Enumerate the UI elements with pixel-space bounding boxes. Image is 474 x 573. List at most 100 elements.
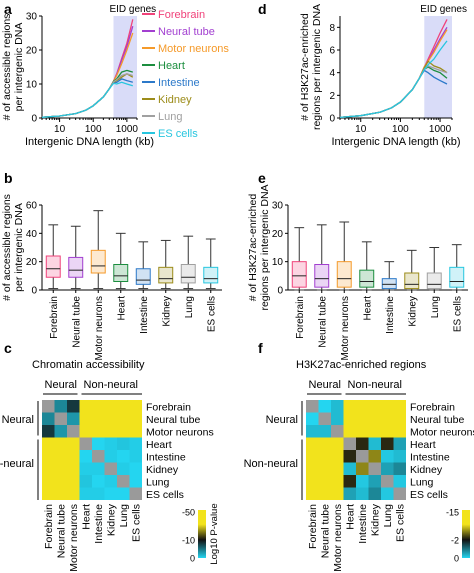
colorbar-tick-label: -10 [182,535,195,545]
x-category-label-intestine: Intestine [139,296,150,334]
x-category-label-heart: Heart [362,296,373,321]
y-axis-label-line: # of H3K27ac-enriched [299,13,311,121]
heatmap-cell [343,450,356,463]
heatmap-cell [79,475,92,488]
x-category-label-forebrain: Forebrain [295,296,306,339]
x-category-label-es-cells: ES cells [206,296,217,332]
row-label-heart: Heart [146,439,172,451]
heatmap-cell [104,425,117,438]
y-tick-label: 6 [329,46,335,57]
heatmap-cell [331,437,344,450]
heatmap-cell [318,425,331,438]
heatmap-cell [79,400,92,413]
group-top-non-neural: Non-neural [348,379,402,391]
colorbar-tick-label: -50 [182,508,195,518]
y-tick-label: 0 [31,286,37,297]
heatmap-cell [104,450,117,463]
heatmap-cell [129,487,142,500]
x-tick-label: 100 [85,124,102,135]
heatmap-cell [92,437,105,450]
heatmap-cell [343,412,356,425]
colorbar-tick-label: -15 [446,508,459,518]
heatmap-cell [104,437,117,450]
box-body-intestine [135,268,151,285]
x-category-label-lung: Lung [184,296,195,318]
panel-label-b: b [4,170,13,186]
x-category-label-intestine: Intestine [385,296,396,334]
heatmap-cell [42,412,55,425]
panel-label-e: e [258,170,266,186]
x-tick-label: 100 [392,124,409,135]
heatmap-cell [92,412,105,425]
box-body-forebrain [291,261,307,288]
row-label-es-cells: ES cells [146,489,184,501]
heatmap-cell [368,487,381,500]
col-label-lung: Lung [118,504,130,528]
col-label-kidney: Kidney [369,503,381,536]
group-top-neural: Neural [309,379,341,391]
heatmap-cell [92,475,105,488]
heatmap-cell [343,475,356,488]
heatmap-cell [306,400,319,413]
heatmap-cell [381,425,394,438]
heatmap-cell [104,412,117,425]
col-label-kidney: Kidney [105,503,117,536]
heatmap-cell [42,425,55,438]
heatmap-cell [54,487,67,500]
y-tick-label: 8 [329,23,335,34]
heatmap-cell [92,487,105,500]
heatmap-cell [318,450,331,463]
legend-label-es-cells: ES cells [158,128,198,140]
heatmap-cell [356,487,369,500]
heatmap-cell [79,487,92,500]
box-body-es-cells [203,266,219,284]
x-tick-label: 1000 [116,124,139,135]
heatmap-cell [117,487,130,500]
box-body-lung [180,264,196,284]
heatmap-cell [79,425,92,438]
box-body-intestine [381,278,397,290]
heatmap-title: Chromatin accessibility [32,359,145,371]
x-category-label-lung: Lung [430,296,441,318]
x-category-label-kidney: Kidney [407,296,418,327]
heatmap-cell [54,412,67,425]
colorbar-tick-label: 0 [454,554,459,564]
legend-label-kidney: Kidney [158,94,192,106]
heatmap-cell [67,475,80,488]
heatmap-cell [129,462,142,475]
heatmap-cell [331,425,344,438]
eid-band-label: EID genes [420,4,467,15]
box-body-motor-neurons [336,261,352,288]
colorbar [462,510,470,558]
heatmap-cell [117,450,130,463]
heatmap-cell [42,437,55,450]
box-body-forebrain [45,255,61,278]
x-category-label-motor-neurons: Motor neurons [94,296,105,360]
heatmap-cell [42,475,55,488]
row-label-es-cells: ES cells [410,489,448,501]
heatmap-cell [54,450,67,463]
y-axis-label-line: # of accessible regions [1,14,13,121]
heatmap-cell [331,400,344,413]
heatmap-cell [356,437,369,450]
heatmap-cell [356,412,369,425]
heatmap-cell [92,462,105,475]
heatmap-cell [331,450,344,463]
heatmap-cell [318,462,331,475]
row-label-motor-neurons: Motor neurons [146,426,214,438]
heatmap-cell [117,475,130,488]
y-axis-label: # of accessible regionsper intergenic DN… [1,14,25,121]
col-label-forebrain: Forebrain [307,504,319,549]
heatmap-cell [54,475,67,488]
heatmap-title: H3K27ac-enriched regions [296,359,427,371]
legend-label-lung: Lung [158,111,182,123]
box-body-heart [113,264,129,282]
col-label-heart: Heart [344,504,356,530]
heatmap-cell [67,412,80,425]
heatmap-cell [92,400,105,413]
row-label-intestine: Intestine [146,451,186,463]
heatmap-cell [79,462,92,475]
heatmap-cell [117,437,130,450]
row-label-intestine: Intestine [410,451,450,463]
